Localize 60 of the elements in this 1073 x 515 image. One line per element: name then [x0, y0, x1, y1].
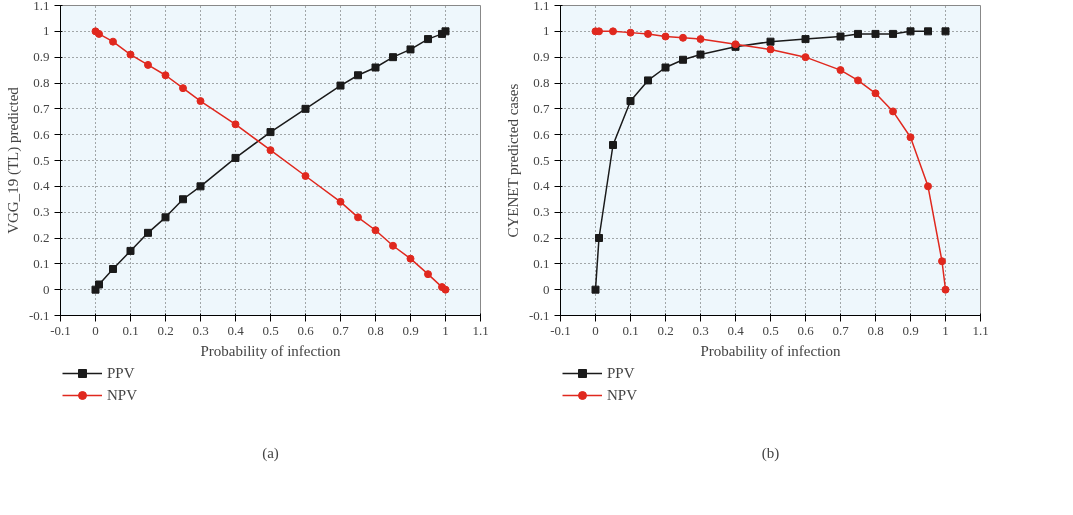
x-tick-label: 0.7 [332, 322, 350, 338]
y-tick-label: 0.8 [533, 75, 550, 90]
text: (b) [761, 445, 780, 463]
x-tick-label: 1.1 [472, 322, 489, 338]
y-tick-label: 0.3 [33, 204, 50, 220]
y-tick-label: 0.6 [33, 126, 50, 142]
y-tick-label: 0.9 [33, 49, 50, 65]
y-tick-label: 0.8 [33, 75, 50, 90]
legend-label: NPV [607, 386, 638, 404]
x-tick-label: 0.6 [297, 322, 315, 338]
x-axis-title: Probability of infection [700, 342, 841, 359]
x-tick-label: 0.2 [657, 322, 674, 338]
x-tick-label: 0.5 [762, 322, 779, 338]
x-tick-label: 0.8 [867, 322, 884, 338]
y-tick-label: 0 [543, 281, 550, 297]
x-tick-label: 0.8 [367, 322, 384, 338]
x-tick-label: 0.7 [832, 322, 850, 338]
y-tick-label: -0.1 [28, 307, 50, 323]
x-tick-label: 0.9 [402, 322, 419, 338]
y-axis-title: VGG_19 (TL) predicted [4, 86, 22, 234]
y-tick-label: 1.1 [533, 0, 550, 13]
y-tick-label: 0.6 [533, 126, 550, 142]
y-tick-label: 0.9 [533, 49, 550, 65]
y-tick-label: 0.7 [533, 100, 550, 116]
y-tick-label: 0.4 [33, 178, 50, 194]
legend-label: PPV [107, 364, 135, 382]
x-tick-label: 0.4 [727, 322, 745, 338]
x-tick-label: 0.9 [902, 322, 919, 338]
y-tick-label: -0.1 [528, 307, 550, 323]
y-tick-label: 0.1 [533, 255, 550, 271]
x-tick-label: 0.3 [692, 322, 709, 338]
y-tick-label: 1.1 [33, 0, 50, 13]
y-tick-label: 0.2 [533, 230, 550, 245]
x-tick-label: 0.5 [262, 322, 279, 338]
y-tick-label: 0 [43, 281, 50, 297]
x-tick-label: 0.1 [622, 322, 639, 338]
y-tick-label: 0.3 [533, 204, 550, 220]
text: (a) [262, 445, 279, 463]
y-tick-label: 0.1 [33, 255, 50, 271]
x-tick-label: 0.4 [227, 322, 245, 338]
y-tick-label: 0.5 [533, 152, 550, 168]
x-tick-label: 0.3 [192, 322, 209, 338]
y-tick-label: 0.7 [33, 100, 50, 116]
legend-label: NPV [107, 386, 138, 404]
x-axis-title: Probability of infection [200, 342, 341, 359]
y-tick-label: 1 [543, 23, 550, 39]
y-tick-label: 0.2 [33, 230, 50, 245]
y-tick-label: 1 [43, 23, 50, 39]
x-tick-label: 0 [592, 322, 599, 338]
legend-label: PPV [607, 364, 635, 382]
x-tick-label: 0.1 [122, 322, 139, 338]
x-tick-label: 1 [942, 322, 949, 338]
y-tick-label: 0.4 [533, 178, 550, 194]
y-axis-title: CYENET predicted cases [504, 83, 521, 238]
y-tick-label: 0.5 [33, 152, 50, 168]
x-tick-label: 0 [92, 322, 99, 338]
x-tick-label: 0.6 [797, 322, 815, 338]
x-tick-label: 1.1 [972, 322, 989, 338]
x-tick-label: 1 [442, 322, 449, 338]
x-tick-label: 0.2 [157, 322, 174, 338]
